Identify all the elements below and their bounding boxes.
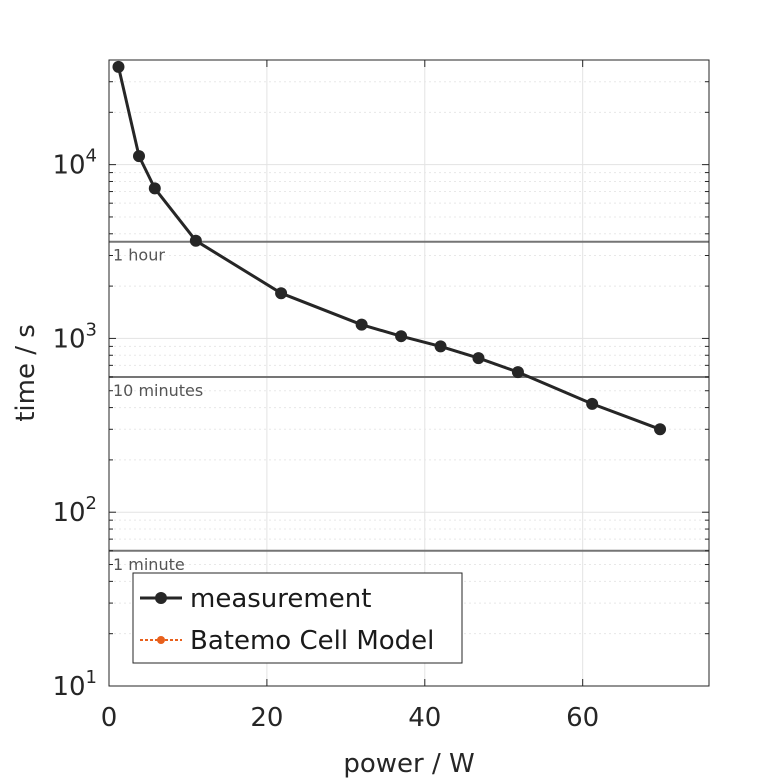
x-tick-label: 20 — [250, 703, 283, 733]
data-point — [395, 330, 408, 343]
plot-frame — [108, 59, 710, 687]
data-point — [148, 182, 161, 195]
reference-lines: 1 hour 10 minutes 1 minute — [109, 240, 709, 574]
legend-swatch-batemo-marker — [157, 636, 165, 644]
legend-swatch-measurement-marker — [155, 592, 167, 604]
data-point — [511, 366, 524, 379]
y-axis-title: time / s — [11, 324, 41, 422]
reference-line-label: 1 hour — [113, 246, 165, 265]
reference-line-label: 1 minute — [113, 555, 185, 574]
y-tick-label: 104 — [52, 146, 97, 181]
y-tick-label: 103 — [52, 319, 97, 354]
data-point — [189, 234, 202, 247]
axis-ticks: 0 20 40 60 101 102 103 104 — [52, 59, 709, 733]
legend: measurement Batemo Cell Model — [132, 572, 463, 664]
y-tick-label: 101 — [52, 667, 97, 702]
x-tick-label: 60 — [566, 703, 599, 733]
data-point — [355, 318, 368, 331]
data-point — [275, 287, 288, 300]
y-tick-label: 102 — [52, 493, 97, 528]
reference-line-label: 10 minutes — [113, 381, 203, 400]
legend-box — [132, 572, 463, 664]
x-tick-label: 40 — [408, 703, 441, 733]
grid — [109, 60, 709, 686]
data-point — [434, 340, 447, 353]
legend-label-batemo: Batemo Cell Model — [190, 626, 434, 656]
data-point — [586, 397, 599, 410]
series-layer — [112, 60, 667, 436]
legend-label-measurement: measurement — [190, 584, 371, 614]
data-point — [472, 352, 485, 365]
data-point — [133, 150, 145, 163]
data-point — [654, 423, 667, 436]
x-tick-label: 0 — [101, 703, 118, 733]
data-point — [112, 60, 125, 73]
x-axis-title: power / W — [343, 749, 474, 779]
